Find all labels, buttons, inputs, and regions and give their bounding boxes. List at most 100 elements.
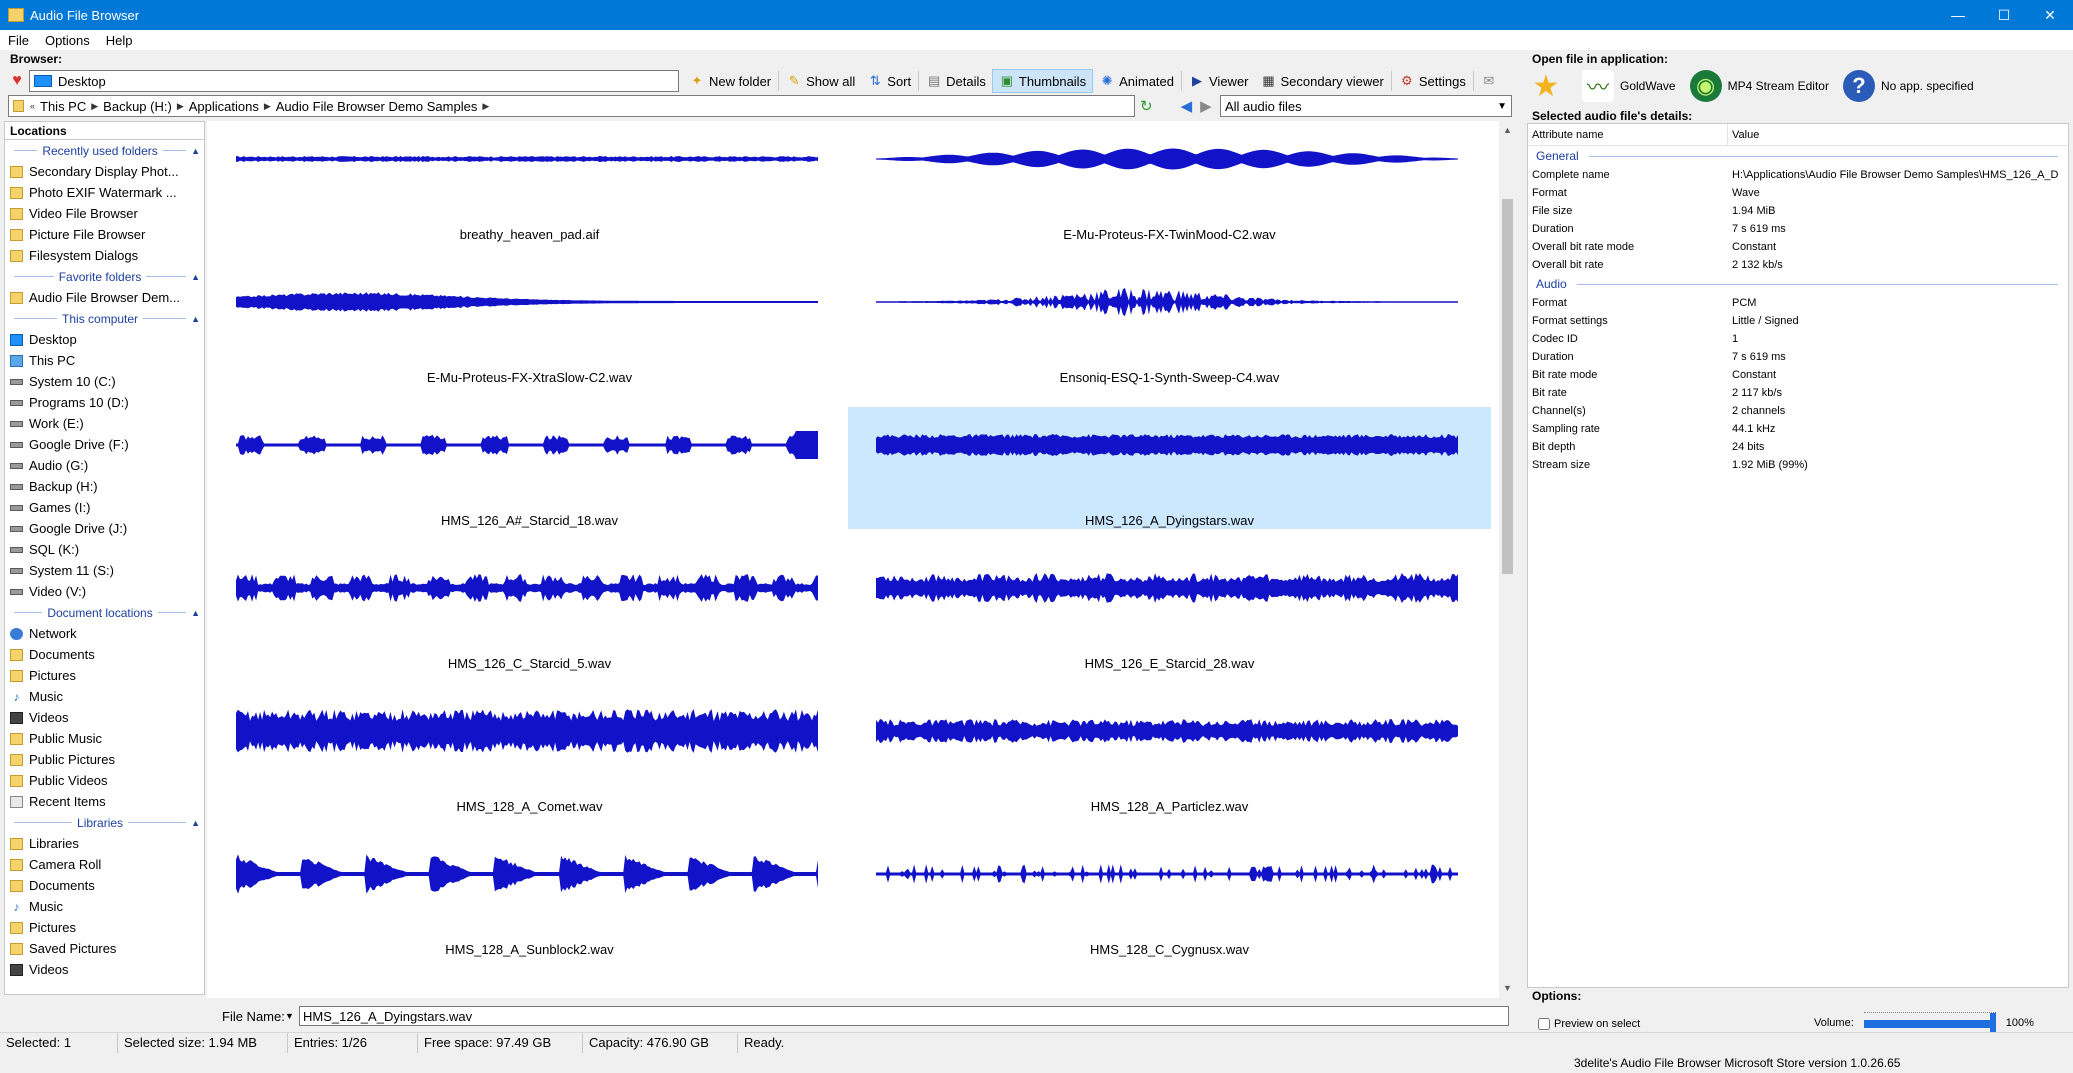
chevron-down-icon[interactable]: ▼ bbox=[285, 1011, 294, 1021]
location-item[interactable]: System 10 (C:) bbox=[5, 371, 204, 392]
attribute-name-header[interactable]: Attribute name bbox=[1528, 124, 1728, 145]
location-item[interactable]: Backup (H:) bbox=[5, 476, 204, 497]
volume-slider[interactable] bbox=[1863, 1012, 1996, 1034]
details-row[interactable]: Complete name H:\Applications\Audio File … bbox=[1528, 166, 2068, 184]
breadcrumb-item[interactable]: Applications bbox=[188, 98, 259, 114]
thumbnail-item[interactable]: HMS_126_C_Starcid_5.wav bbox=[208, 550, 851, 672]
location-combo[interactable]: Desktop bbox=[29, 70, 679, 92]
location-item[interactable]: Google Drive (F:) bbox=[5, 434, 204, 455]
location-item[interactable]: Videos bbox=[5, 707, 204, 728]
minimize-button[interactable]: — bbox=[1951, 7, 1965, 23]
details-button[interactable]: ▤ Details bbox=[920, 69, 992, 93]
location-item[interactable]: Documents bbox=[5, 644, 204, 665]
location-group-header[interactable]: This computer ▲ bbox=[5, 308, 204, 329]
details-row[interactable]: Format Wave bbox=[1528, 184, 2068, 202]
collapse-chevron-icon[interactable]: ▲ bbox=[191, 271, 200, 282]
breadcrumb-item[interactable]: Backup (H:) bbox=[103, 98, 172, 114]
breadcrumb-overflow-icon[interactable]: « bbox=[30, 101, 36, 111]
thumbnail-item[interactable]: E-Mu-Proteus-FX-TwinMood-C2.wav bbox=[848, 121, 1491, 243]
location-item[interactable]: Recent Items bbox=[5, 791, 204, 812]
collapse-chevron-icon[interactable]: ▲ bbox=[191, 817, 201, 828]
breadcrumb-item[interactable]: Audio File Browser Demo Samples bbox=[275, 98, 478, 114]
file-type-filter[interactable]: All audio files ▼ bbox=[1220, 95, 1512, 117]
location-item[interactable]: Photo EXIF Watermark ... bbox=[5, 182, 204, 203]
thumbnail-item[interactable]: E-Mu-Proteus-FX-XtraSlow-C2.wav bbox=[208, 264, 851, 386]
location-item[interactable]: Filesystem Dialogs bbox=[5, 245, 204, 266]
favorite-heart-icon[interactable]: ♥ bbox=[12, 72, 22, 89]
details-row[interactable]: Stream size 1.92 MiB (99%) bbox=[1528, 456, 2068, 474]
collapse-chevron-icon[interactable]: ▲ bbox=[191, 145, 201, 156]
location-item[interactable]: Audio File Browser Dem... bbox=[5, 287, 204, 308]
location-item[interactable]: Public Music bbox=[5, 728, 204, 749]
animated-button[interactable]: ✺ Animated bbox=[1093, 69, 1180, 93]
forward-arrow-icon[interactable]: ▶ bbox=[1200, 98, 1212, 115]
location-group-header[interactable]: Libraries ▲ bbox=[5, 812, 204, 833]
scrollbar-thumb[interactable] bbox=[1502, 199, 1513, 574]
location-item[interactable]: This PC bbox=[5, 350, 204, 371]
location-item[interactable]: Saved Pictures bbox=[5, 938, 204, 959]
details-row[interactable]: Bit rate 2 117 kb/s bbox=[1528, 384, 2068, 402]
pin-button[interactable]: ✉ bbox=[1475, 69, 1507, 93]
location-item[interactable]: Pictures bbox=[5, 665, 204, 686]
thumbnail-item[interactable]: HMS_128_A_Particlez.wav bbox=[848, 693, 1491, 815]
details-row[interactable]: Overall bit rate 2 132 kb/s bbox=[1528, 256, 2068, 274]
location-item[interactable]: Public Videos bbox=[5, 770, 204, 791]
thumbnail-item[interactable]: breathy_heaven_pad.aif bbox=[208, 121, 851, 243]
mp4-stream-editor-button[interactable]: ◉ MP4 Stream Editor bbox=[1689, 70, 1829, 102]
chevron-right-icon[interactable]: ▶ bbox=[263, 100, 271, 111]
thumbnail-item[interactable]: HMS_126_A#_Starcid_18.wav bbox=[208, 407, 851, 529]
sort-button[interactable]: ⇅ Sort bbox=[861, 69, 917, 93]
details-row[interactable]: Duration 7 s 619 ms bbox=[1528, 220, 2068, 238]
location-item[interactable]: Picture File Browser bbox=[5, 224, 204, 245]
thumbnail-item[interactable]: HMS_126_E_Starcid_28.wav bbox=[848, 550, 1491, 672]
location-item[interactable]: Audio (G:) bbox=[5, 455, 204, 476]
preview-on-select-checkbox[interactable] bbox=[1538, 1018, 1550, 1030]
location-group-header[interactable]: Document locations ▲ bbox=[5, 602, 204, 623]
chevron-right-icon[interactable]: ▶ bbox=[176, 100, 184, 111]
location-item[interactable]: Programs 10 (D:) bbox=[5, 392, 204, 413]
details-row[interactable]: Bit depth 24 bits bbox=[1528, 438, 2068, 456]
goldwave-button[interactable]: 〰 GoldWave bbox=[1582, 70, 1676, 102]
menu-file[interactable]: File bbox=[8, 32, 29, 48]
details-row[interactable]: Sampling rate 44.1 kHz bbox=[1528, 420, 2068, 438]
location-item[interactable]: Desktop bbox=[5, 329, 204, 350]
show-all-button[interactable]: ✎ Show all bbox=[780, 69, 861, 93]
details-row[interactable]: Format PCM bbox=[1528, 294, 2068, 312]
location-item[interactable]: Google Drive (J:) bbox=[5, 518, 204, 539]
new-folder-button[interactable]: ✦ New folder bbox=[683, 69, 777, 93]
details-row[interactable]: Duration 7 s 619 ms bbox=[1528, 348, 2068, 366]
location-item[interactable]: SQL (K:) bbox=[5, 539, 204, 560]
details-row[interactable]: Channel(s) 2 channels bbox=[1528, 402, 2068, 420]
location-item[interactable]: Games (I:) bbox=[5, 497, 204, 518]
location-item[interactable]: Public Pictures bbox=[5, 749, 204, 770]
location-item[interactable]: Pictures bbox=[5, 917, 204, 938]
details-row[interactable]: Overall bit rate mode Constant bbox=[1528, 238, 2068, 256]
slider-knob[interactable] bbox=[1989, 1013, 1996, 1033]
location-group-header[interactable]: Favorite folders ▲ bbox=[5, 266, 204, 287]
breadcrumb[interactable]: « This PC ▶ Backup (H:) ▶ Applications ▶… bbox=[8, 95, 1135, 117]
collapse-chevron-icon[interactable]: ▲ bbox=[191, 313, 201, 324]
location-item[interactable]: ♪ Music bbox=[5, 896, 204, 917]
value-header[interactable]: Value bbox=[1732, 128, 1760, 141]
file-name-input[interactable] bbox=[299, 1006, 1509, 1026]
details-row[interactable]: Format settings Little / Signed bbox=[1528, 312, 2068, 330]
vertical-scrollbar[interactable]: ▲ ▼ bbox=[1499, 121, 1516, 998]
location-group-header[interactable]: Recently used folders ▲ bbox=[5, 140, 204, 161]
location-item[interactable]: Documents bbox=[5, 875, 204, 896]
location-item[interactable]: ♪ Music bbox=[5, 686, 204, 707]
menu-help[interactable]: Help bbox=[105, 32, 133, 48]
secondary-viewer-button[interactable]: ▦ Secondary viewer bbox=[1255, 69, 1390, 93]
thumbnails-button[interactable]: ▣ Thumbnails bbox=[991, 69, 1094, 93]
thumbnail-item[interactable]: HMS_126_A_Dyingstars.wav bbox=[848, 407, 1491, 529]
details-row[interactable]: File size 1.94 MiB bbox=[1528, 202, 2068, 220]
menu-options[interactable]: Options bbox=[44, 32, 90, 48]
location-item[interactable]: Video File Browser bbox=[5, 203, 204, 224]
thumbnail-item[interactable]: HMS_128_A_Comet.wav bbox=[208, 693, 851, 815]
scroll-up-icon[interactable]: ▲ bbox=[1503, 125, 1512, 135]
breadcrumb-item[interactable]: This PC bbox=[40, 98, 87, 114]
scroll-down-icon[interactable]: ▼ bbox=[1503, 983, 1512, 993]
location-item[interactable]: Network bbox=[5, 623, 204, 644]
maximize-button[interactable]: ☐ bbox=[1997, 6, 2011, 23]
location-item[interactable]: Video (V:) bbox=[5, 581, 204, 602]
settings-button[interactable]: ⚙ Settings bbox=[1393, 69, 1472, 93]
